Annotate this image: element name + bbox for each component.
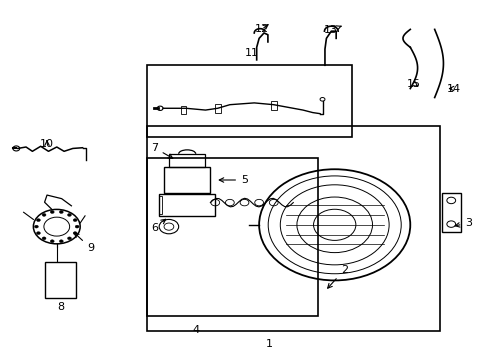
Bar — [147, 126, 439, 330]
Bar — [180, 106, 186, 114]
Text: 9: 9 — [74, 233, 94, 253]
Circle shape — [50, 211, 54, 213]
Bar — [214, 104, 220, 113]
Text: 5: 5 — [219, 175, 247, 185]
Circle shape — [75, 225, 79, 228]
Circle shape — [73, 219, 77, 221]
Circle shape — [37, 219, 41, 221]
Text: 13: 13 — [324, 25, 341, 35]
Circle shape — [73, 232, 77, 235]
Text: 2: 2 — [327, 265, 347, 288]
Text: 14: 14 — [446, 84, 460, 94]
Circle shape — [34, 225, 38, 228]
Bar — [159, 197, 162, 214]
Text: 15: 15 — [407, 79, 420, 89]
Text: 6: 6 — [150, 219, 165, 233]
Bar — [270, 102, 276, 110]
Bar — [44, 262, 76, 298]
Text: 8: 8 — [57, 302, 64, 312]
Bar — [168, 154, 205, 167]
Bar — [147, 65, 351, 137]
Circle shape — [59, 211, 63, 213]
Circle shape — [42, 237, 46, 240]
Text: 7: 7 — [150, 143, 172, 158]
Bar — [147, 158, 317, 316]
Text: 1: 1 — [265, 339, 272, 349]
Text: 11: 11 — [244, 48, 258, 58]
Circle shape — [42, 213, 46, 216]
Circle shape — [67, 213, 71, 216]
Text: 3: 3 — [454, 218, 471, 228]
Bar — [159, 194, 215, 216]
Bar — [441, 193, 460, 232]
Text: 10: 10 — [40, 139, 54, 149]
Circle shape — [37, 232, 41, 235]
Text: 12: 12 — [254, 24, 268, 35]
Text: 4: 4 — [192, 325, 199, 335]
Circle shape — [50, 240, 54, 243]
Bar — [163, 167, 210, 193]
Circle shape — [59, 240, 63, 243]
Circle shape — [67, 237, 71, 240]
